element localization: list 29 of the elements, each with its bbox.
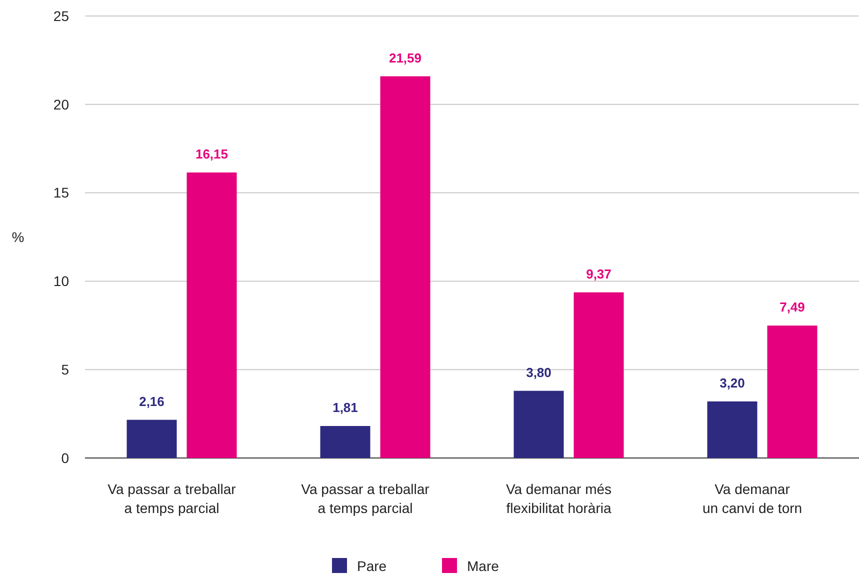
bar [707, 401, 758, 458]
x-tick-label: Va demanar un canvi de torn [702, 481, 802, 516]
x-tick-label: Va passar a treballar a temps parcial [301, 481, 430, 516]
bar [574, 292, 624, 458]
y-tick-label: 20 [53, 96, 70, 112]
bar [767, 326, 818, 458]
bar [186, 172, 237, 458]
data-label: 3,20 [720, 375, 745, 390]
y-tick-label: 25 [53, 8, 70, 24]
x-tick-label: Va demanar més flexibilitat horària [506, 481, 612, 516]
data-label: 2,16 [139, 394, 164, 409]
data-label: 16,15 [195, 146, 228, 162]
bar [380, 76, 430, 458]
y-tick-label: 10 [53, 273, 70, 290]
y-axis-title: % [12, 229, 24, 245]
data-label: 21,59 [388, 50, 422, 66]
bar [126, 420, 177, 458]
legend-label: Mare [467, 558, 500, 574]
x-tick-label: Va passar a treballar a temps parcial [108, 481, 236, 516]
data-label: 9,37 [586, 266, 612, 282]
y-tick-label: 15 [53, 184, 70, 201]
bar [514, 390, 564, 458]
bar [320, 426, 370, 458]
data-label: 1,81 [332, 400, 358, 415]
data-label: 3,80 [526, 364, 552, 380]
y-tick-label: 0 [61, 450, 70, 466]
data-label: 7,49 [780, 300, 805, 315]
y-tick-label: 5 [61, 362, 70, 378]
legend-label: Pare [357, 558, 387, 574]
